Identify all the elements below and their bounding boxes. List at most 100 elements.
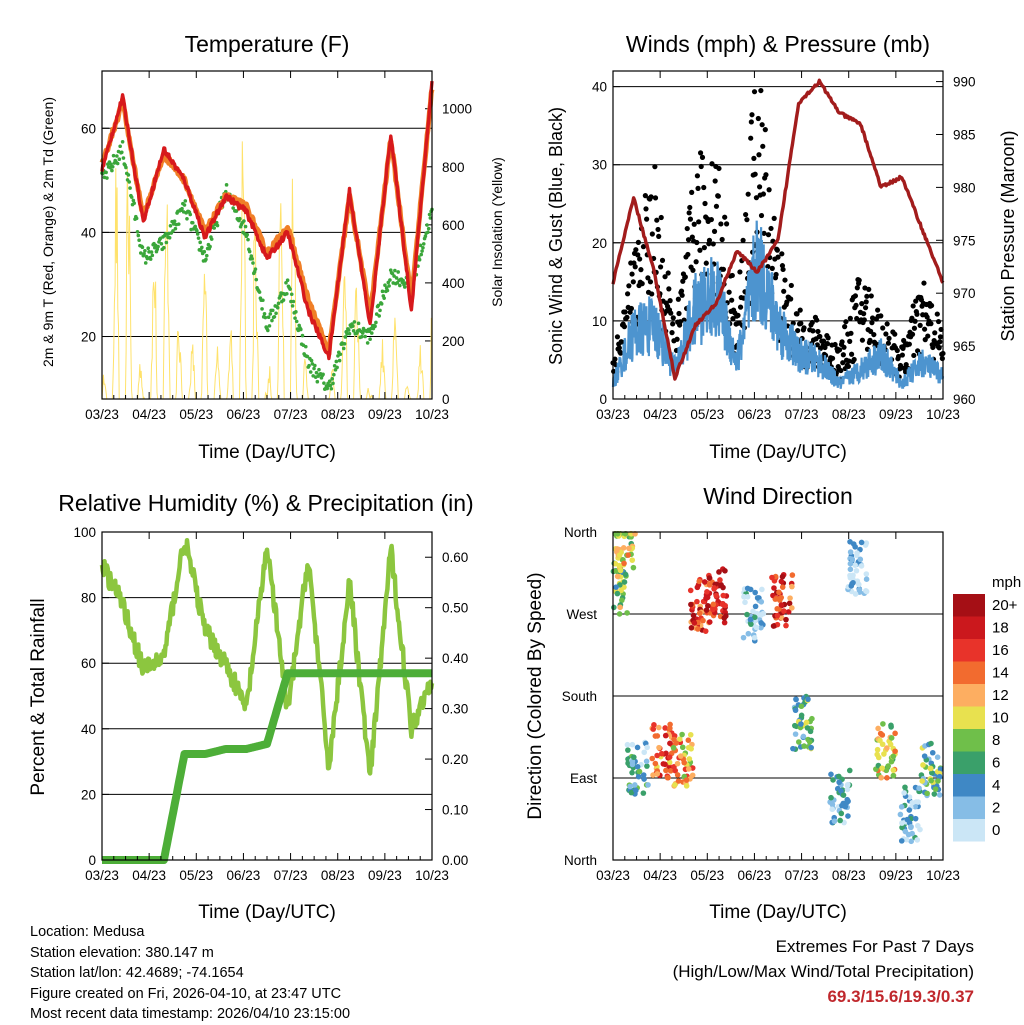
direction-point xyxy=(857,556,864,563)
gust-point xyxy=(743,211,749,218)
gust-point xyxy=(817,333,823,340)
gust-point xyxy=(871,331,877,338)
gust-point xyxy=(885,340,892,346)
gust-point xyxy=(693,259,699,265)
dewpoint-point xyxy=(243,224,248,229)
direction-point xyxy=(845,813,851,819)
dewpoint-point xyxy=(275,306,280,310)
direction-xlabel: Time (Day/UTC) xyxy=(709,902,847,923)
gust-point xyxy=(756,152,762,158)
direction-point xyxy=(751,634,758,641)
dewpoint-point xyxy=(402,285,407,289)
dewpoint-point xyxy=(164,240,169,245)
direction-point xyxy=(651,722,657,728)
dewpoint-point xyxy=(115,161,120,166)
dewpoint-point xyxy=(209,237,214,241)
direction-point xyxy=(744,611,750,618)
dewpoint-point xyxy=(337,358,342,363)
temperature-y2tick-label: 400 xyxy=(442,276,465,291)
temperature-y2tick-label: 200 xyxy=(442,334,465,349)
humidity-xtick-label: 03/23 xyxy=(85,868,119,883)
legend-swatch xyxy=(953,796,985,819)
direction-point xyxy=(770,623,777,629)
gust-point xyxy=(686,210,692,216)
humidity-xtick-label: 06/23 xyxy=(227,868,261,883)
direction-point xyxy=(778,594,785,601)
direction-point xyxy=(929,749,936,756)
dewpoint-point xyxy=(426,226,431,231)
direction-point xyxy=(877,730,884,737)
legend-swatch xyxy=(953,774,985,797)
direction-point xyxy=(800,733,807,740)
gust-point xyxy=(930,344,936,351)
gust-point xyxy=(715,193,721,199)
gust-point xyxy=(685,251,691,258)
direction-point xyxy=(931,791,938,797)
dewpoint-point xyxy=(369,331,374,335)
extremes-box: Extremes For Past 7 Days (High/Low/Max W… xyxy=(673,934,974,1009)
gust-point xyxy=(729,272,735,279)
gust-point xyxy=(698,163,704,170)
direction-point xyxy=(688,601,694,608)
direction-point xyxy=(677,753,684,759)
gust-point xyxy=(856,277,862,283)
dewpoint-point xyxy=(356,321,361,326)
humidity-y2tick-label: 0.00 xyxy=(442,853,468,868)
direction-point xyxy=(880,721,886,727)
dewpoint-point xyxy=(367,329,372,334)
dewpoint-point xyxy=(338,352,343,357)
gust-point xyxy=(937,339,943,345)
direction-point xyxy=(798,703,805,710)
dewpoint-point xyxy=(284,280,288,285)
direction-point xyxy=(633,787,639,794)
gust-point xyxy=(687,216,694,222)
dewpoint-point xyxy=(237,216,242,221)
direction-point xyxy=(838,810,845,817)
dewpoint-point xyxy=(224,183,229,187)
gust-point xyxy=(755,115,761,122)
direction-point xyxy=(629,761,636,768)
gust-point xyxy=(814,317,820,323)
gust-point xyxy=(751,89,758,95)
direction-point xyxy=(836,773,842,780)
direction-point xyxy=(892,748,898,755)
dewpoint-point xyxy=(322,381,326,385)
dewpoint-point xyxy=(383,283,387,288)
direction-point xyxy=(674,760,681,767)
direction-point xyxy=(696,610,703,617)
direction-point xyxy=(906,807,913,813)
gust-point xyxy=(759,122,765,128)
humidity-ylabel-left: Percent & Total Rainfall xyxy=(28,598,49,795)
direction-point xyxy=(779,573,786,580)
gust-point xyxy=(852,293,859,299)
legend-unit: mph xyxy=(992,574,1021,591)
gust-point xyxy=(773,271,779,278)
gust-point xyxy=(718,221,724,227)
direction-xtick-label: 10/23 xyxy=(926,868,960,883)
gust-point xyxy=(854,315,860,322)
direction-point xyxy=(634,744,641,751)
direction-point xyxy=(751,614,758,621)
dewpoint-point xyxy=(121,156,126,160)
direction-point xyxy=(706,575,713,581)
gust-point xyxy=(710,241,716,247)
direction-point xyxy=(904,816,911,823)
direction-point xyxy=(616,562,623,569)
direction-point xyxy=(932,786,939,792)
gust-point xyxy=(761,230,767,236)
dewpoint-point xyxy=(136,233,141,238)
direction-point xyxy=(711,585,718,591)
wind-ylabel-right: Station Pressure (Maroon) xyxy=(998,130,1018,341)
direction-point xyxy=(758,624,764,631)
legend-swatch xyxy=(953,751,985,774)
direction-point xyxy=(695,626,701,632)
direction-point xyxy=(831,818,838,824)
direction-point xyxy=(781,608,787,614)
direction-point xyxy=(915,799,921,805)
gust-point xyxy=(701,245,707,251)
dewpoint-point xyxy=(331,381,335,386)
gust-point xyxy=(892,331,898,337)
gust-point xyxy=(626,283,632,289)
gust-point xyxy=(824,341,831,347)
